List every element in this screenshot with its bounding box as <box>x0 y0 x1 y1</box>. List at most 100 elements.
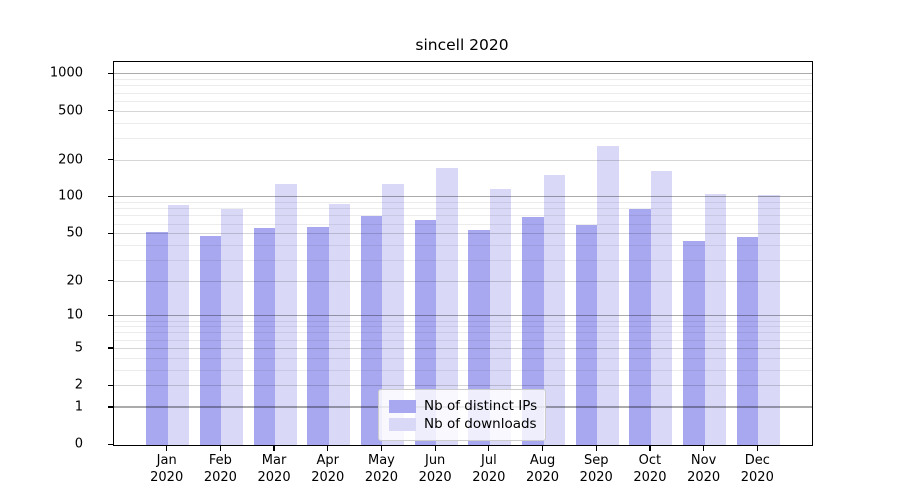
bar-downloads-apr <box>328 203 351 445</box>
chart-title: sincell 2020 <box>415 36 509 54</box>
x-tick-mark-dec <box>756 446 758 451</box>
x-tick-label-sep: Sep 2020 <box>579 453 613 485</box>
bar-downloads-aug <box>543 175 566 445</box>
gridline-9 <box>114 320 812 322</box>
gridline-900 <box>114 79 812 81</box>
gridline-8 <box>114 326 812 328</box>
y-tick-mark-20 <box>108 280 113 282</box>
x-tick-mark-mar <box>273 446 275 451</box>
bar-ips-dec <box>736 237 759 445</box>
y-tick-mark-0 <box>108 443 113 445</box>
bar-downloads-nov <box>704 194 727 445</box>
gridline-30 <box>114 259 812 261</box>
x-tick-label-may: May 2020 <box>364 453 398 485</box>
x-tick-label-jul: Jul 2020 <box>472 453 506 485</box>
x-tick-label-feb: Feb 2020 <box>203 453 237 485</box>
gridline-100 <box>114 195 812 198</box>
y-tick-mark-500 <box>108 110 113 112</box>
bar-downloads-may <box>382 183 404 445</box>
y-tick-label-100: 100 <box>58 188 83 204</box>
bar-downloads-sep <box>597 146 619 445</box>
bar-ips-feb <box>199 236 222 445</box>
gridline-400 <box>114 122 812 124</box>
gridline-600 <box>114 100 812 102</box>
x-tick-mark-apr <box>327 446 329 451</box>
gridline-90 <box>114 202 812 204</box>
bar-downloads-feb <box>221 208 243 445</box>
legend-label-downloads: Nb of downloads <box>424 416 537 432</box>
x-tick-label-nov: Nov 2020 <box>687 453 721 485</box>
y-tick-label-500: 500 <box>58 103 83 119</box>
legend-row-distinct-ips: Nb of distinct IPs <box>389 398 537 414</box>
gridline-20 <box>114 280 812 282</box>
legend-label-distinct-ips: Nb of distinct IPs <box>424 398 538 414</box>
bar-ips-oct <box>629 209 651 445</box>
bar-downloads-dec <box>758 195 780 445</box>
gridline-10 <box>114 314 812 317</box>
y-tick-label-1000: 1000 <box>49 65 83 81</box>
y-tick-mark-1000 <box>108 72 113 75</box>
gridline-1000 <box>114 72 812 75</box>
bar-ips-jun <box>414 220 437 445</box>
x-tick-label-oct: Oct 2020 <box>633 453 667 485</box>
bar-downloads-oct <box>650 171 673 445</box>
bar-ips-apr <box>307 227 329 445</box>
x-tick-label-jun: Jun 2020 <box>418 453 452 485</box>
bar-downloads-jul <box>489 189 512 445</box>
bar-downloads-jan <box>167 204 190 445</box>
x-tick-mark-aug <box>541 446 544 451</box>
gridline-7 <box>114 332 812 334</box>
bar-downloads-mar <box>275 183 297 445</box>
x-tick-mark-jul <box>488 446 490 451</box>
y-tick-mark-2 <box>108 384 113 386</box>
plot-area <box>113 61 813 446</box>
gridline-60 <box>114 223 812 225</box>
gridline-4 <box>114 357 812 359</box>
y-tick-mark-50 <box>108 232 113 234</box>
x-tick-mark-jun <box>434 446 436 451</box>
y-tick-label-0: 0 <box>74 436 83 452</box>
bar-ips-mar <box>253 228 276 445</box>
x-tick-mark-sep <box>595 446 597 451</box>
gridline-5 <box>114 347 812 349</box>
y-tick-mark-5 <box>108 347 113 349</box>
gridline-80 <box>114 208 812 210</box>
x-tick-mark-oct <box>649 446 651 451</box>
gridline-50 <box>114 233 812 235</box>
x-tick-label-jan: Jan 2020 <box>150 453 184 485</box>
y-tick-mark-10 <box>108 314 113 317</box>
gridline-200 <box>114 159 812 161</box>
y-tick-label-50: 50 <box>66 225 83 241</box>
bar-ips-nov <box>683 240 705 445</box>
legend-row-downloads: Nb of downloads <box>389 416 537 432</box>
gridline-2 <box>114 385 812 387</box>
x-tick-mark-may <box>380 446 383 451</box>
y-tick-label-5: 5 <box>74 340 83 356</box>
legend: Nb of distinct IPs Nb of downloads <box>378 389 546 441</box>
gridline-70 <box>114 215 812 217</box>
bar-downloads-jun <box>436 168 458 445</box>
x-tick-mark-feb <box>219 446 221 451</box>
y-tick-label-2: 2 <box>74 377 83 393</box>
gridline-6 <box>114 339 812 341</box>
legend-swatch-downloads <box>389 417 416 431</box>
bar-ips-sep <box>575 224 598 445</box>
x-tick-mark-jan <box>166 446 168 451</box>
y-tick-label-1: 1 <box>74 399 83 415</box>
x-tick-label-aug: Aug 2020 <box>525 453 560 485</box>
gridline-40 <box>114 244 812 246</box>
gridline-800 <box>114 85 812 87</box>
x-tick-label-dec: Dec 2020 <box>740 453 774 485</box>
gridline-3 <box>114 369 812 371</box>
y-tick-label-200: 200 <box>58 152 83 168</box>
y-tick-mark-1 <box>108 406 113 408</box>
gridline-500 <box>114 110 812 112</box>
x-tick-label-mar: Mar 2020 <box>257 453 291 485</box>
y-tick-mark-100 <box>108 195 113 198</box>
y-tick-mark-200 <box>108 159 113 161</box>
bar-ips-jan <box>146 232 168 445</box>
y-tick-label-10: 10 <box>66 307 83 323</box>
y-tick-label-20: 20 <box>66 273 83 289</box>
gridline-700 <box>114 92 812 94</box>
